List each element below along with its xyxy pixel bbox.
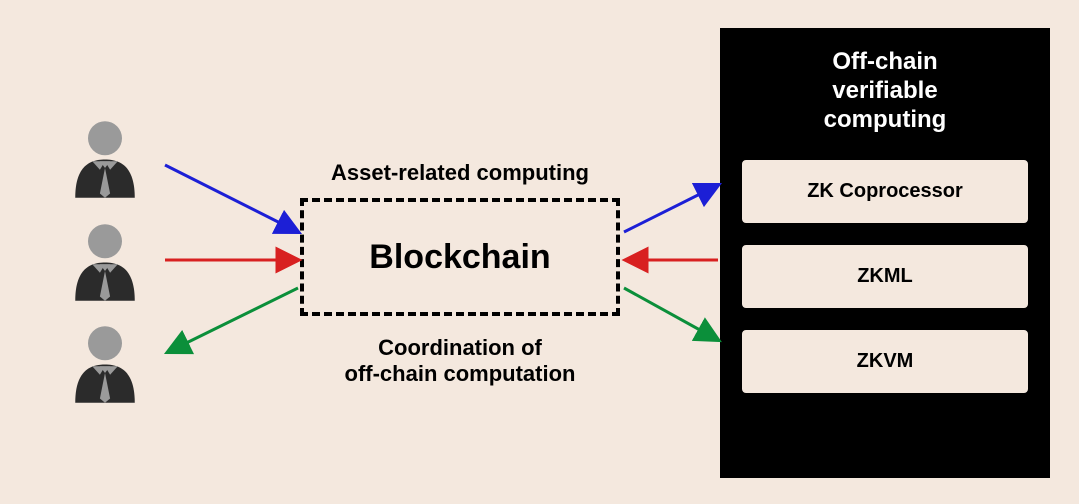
person-icon xyxy=(71,117,139,203)
blockchain-box: Blockchain xyxy=(300,198,620,316)
diagram-canvas: Blockchain Asset-related computing Coord… xyxy=(0,0,1079,504)
offchain-item: ZK Coprocessor xyxy=(740,158,1030,225)
blockchain-to-zkcoproc xyxy=(624,185,718,232)
offchain-panel: Off-chain verifiable computing ZK Coproc… xyxy=(720,28,1050,478)
person-icon xyxy=(71,220,139,306)
offchain-panel-title: Off-chain verifiable computing xyxy=(824,48,947,134)
person-icon xyxy=(71,322,139,408)
label-coordination: Coordination of off-chain computation xyxy=(305,335,615,388)
blockchain-to-user3 xyxy=(168,288,298,352)
offchain-items-list: ZK Coprocessor ZKML ZKVM xyxy=(740,158,1030,395)
blockchain-title: Blockchain xyxy=(369,238,550,277)
offchain-item: ZKML xyxy=(740,243,1030,310)
blockchain-to-zkvm xyxy=(624,288,718,340)
label-asset-related: Asset-related computing xyxy=(305,160,615,186)
user1-to-blockchain xyxy=(165,165,298,232)
offchain-item: ZKVM xyxy=(740,328,1030,395)
